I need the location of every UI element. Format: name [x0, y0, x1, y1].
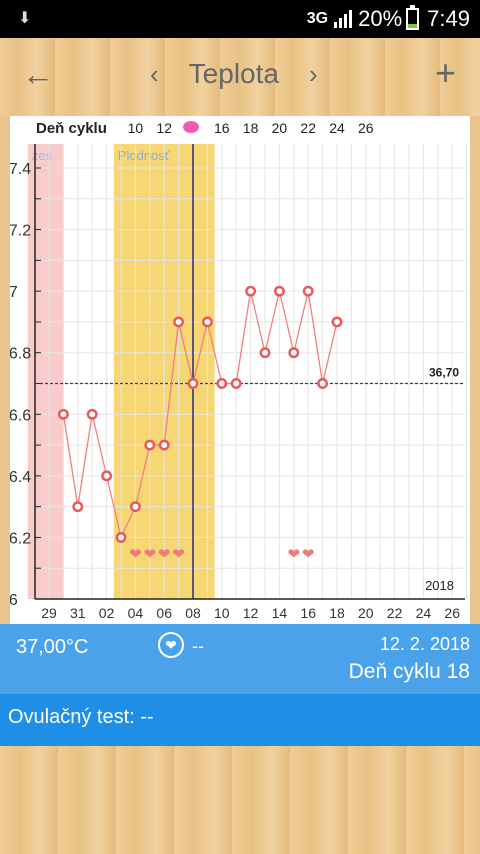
heart-marker-icon: ❤: [172, 545, 185, 563]
data-point: [115, 531, 127, 543]
x-tick-label: 14: [272, 605, 288, 621]
heart-icon[interactable]: ❤: [158, 632, 184, 658]
x-tick-label: 04: [128, 605, 144, 621]
cycle-day-label: Deň cyklu 18: [348, 660, 470, 683]
network-type: 3G: [306, 10, 329, 27]
y-tick-label: 36.4: [10, 469, 31, 486]
top-axis-tick: 20: [272, 120, 288, 136]
date-label: 12. 2. 2018: [379, 634, 470, 654]
year-label: 2018: [425, 578, 454, 593]
y-tick-label: 36.8: [10, 346, 31, 363]
heart-marker-icon: ❤: [302, 545, 315, 563]
data-point: [331, 316, 343, 328]
y-tick-label: 36.6: [10, 407, 31, 424]
x-tick-label: 18: [329, 605, 345, 621]
clock: 7:49: [427, 6, 470, 31]
data-point: [302, 285, 314, 297]
page-title: Teplota: [188, 58, 279, 89]
title-navigator: ‹ Teplota ›: [150, 58, 318, 90]
x-tick-label: 02: [99, 605, 115, 621]
top-axis-tick: 16: [214, 120, 230, 136]
top-axis-tick: 26: [358, 120, 374, 136]
chevron-left-icon[interactable]: ‹: [150, 58, 159, 89]
y-tick-label: 37: [10, 284, 18, 301]
chart-svg: zes Plodnosť 37.4 37.2 37 36.8 36.6 36.4 36.2 36 2…: [10, 120, 468, 621]
data-point: [317, 378, 329, 389]
x-tick-label: 10: [214, 605, 230, 621]
series-line: [62, 290, 338, 540]
data-point: [144, 439, 156, 451]
heart-marker-icon: ❤: [144, 545, 157, 563]
data-point: [57, 408, 69, 420]
back-arrow-icon[interactable]: ←: [22, 56, 54, 92]
signal-icon: [332, 10, 353, 28]
y-tick-label: 36: [10, 592, 18, 609]
band-0: [27, 144, 64, 599]
band-label: zes: [32, 148, 53, 163]
data-point: [201, 316, 213, 328]
x-tick-label: 24: [416, 605, 432, 621]
x-tick-label: 29: [41, 605, 57, 621]
heart-marker-icon: ❤: [288, 545, 301, 563]
header-background: [0, 38, 480, 116]
x-tick-label: 08: [185, 605, 201, 621]
top-axis-tick: 22: [300, 120, 316, 136]
data-point: [158, 439, 170, 451]
y-tick-label: 36.2: [10, 530, 31, 547]
x-tick-label: 26: [444, 605, 460, 621]
x-tick-label: 06: [156, 605, 172, 621]
heart-value: --: [192, 636, 204, 656]
data-point: [86, 408, 98, 420]
notification-icon: ⬇: [18, 10, 32, 27]
data-point: [101, 470, 113, 482]
heart-marker-icon: ❤: [158, 545, 171, 563]
add-icon[interactable]: +: [434, 52, 456, 93]
data-point: [230, 378, 242, 389]
top-axis-label: Deň cyklu: [36, 120, 107, 137]
data-point: [216, 378, 228, 389]
data-point: [129, 501, 141, 513]
x-tick-label: 22: [387, 605, 403, 621]
top-axis-tick: 24: [329, 120, 345, 136]
info-bar: 37,00°C ❤ -- 12. 2. 2018 Deň cyklu 18: [0, 624, 480, 694]
chevron-right-icon[interactable]: ›: [308, 58, 318, 89]
status-bar: ⬇ 3G 20% 7:49: [0, 0, 480, 38]
heart-marker-icon: ❤: [129, 545, 142, 563]
top-axis-tick: 18: [243, 120, 259, 136]
data-point: [273, 285, 285, 297]
data-point: [173, 316, 185, 328]
x-tick-label: 31: [70, 605, 86, 621]
app-bar: ← ‹ Teplota › +: [0, 38, 480, 114]
reference-line-label: 36,70: [429, 366, 459, 380]
x-tick-label: 16: [300, 605, 316, 621]
x-tick-label: 20: [358, 605, 374, 621]
x-tick-label: 12: [243, 605, 259, 621]
data-point: [259, 347, 271, 359]
data-point: [288, 347, 300, 359]
footer-background: [0, 746, 480, 854]
data-point: [245, 285, 257, 297]
temperature-chart[interactable]: zes Plodnosť 37.4 37.2 37 36.8 36.6 36.4 36.2 36 2…: [10, 116, 470, 624]
top-axis-tick: 12: [156, 120, 172, 136]
y-tick-label: 37.4: [10, 161, 31, 178]
battery-icon: [406, 5, 420, 30]
band-label: Plodnosť: [118, 148, 170, 163]
data-point: [187, 378, 199, 389]
top-axis-tick: 10: [128, 120, 144, 136]
ovulation-test-row[interactable]: Ovulačný test: --: [0, 694, 480, 746]
ovulation-marker-icon: [183, 121, 199, 133]
y-tick-label: 37.2: [10, 223, 31, 240]
data-point: [72, 501, 84, 513]
battery-percent: 20%: [358, 6, 403, 31]
ovulation-test-label: Ovulačný test: --: [8, 706, 154, 728]
temperature-value: 37,00°C: [16, 636, 89, 658]
